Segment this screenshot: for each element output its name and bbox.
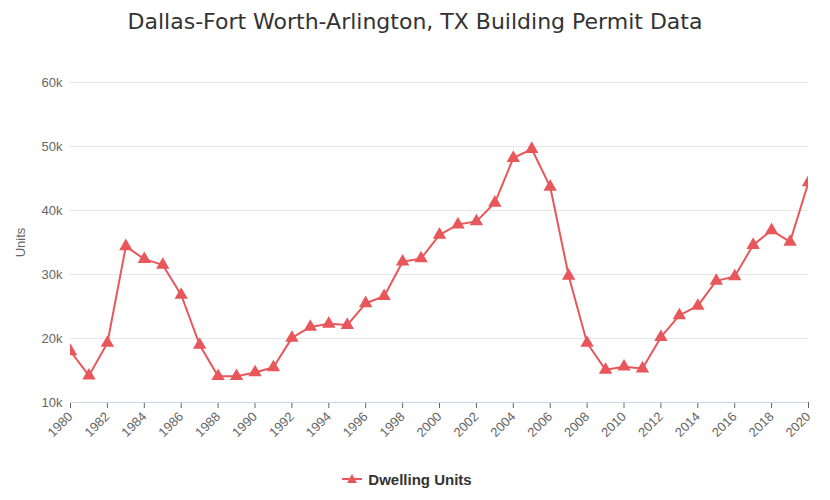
svg-text:1996: 1996 [340, 409, 371, 440]
svg-text:50k: 50k [42, 139, 63, 154]
svg-text:1980: 1980 [45, 409, 76, 440]
svg-text:2016: 2016 [709, 409, 740, 440]
html-text:Dallas-Fort Worth-Arlington, T: Dallas-Fort Worth-Arlington, TX Building… [127, 9, 703, 34]
svg-text:1998: 1998 [377, 409, 408, 440]
svg-text:Units: Units [13, 227, 28, 257]
svg-text:30k: 30k [42, 267, 63, 282]
svg-text:60k: 60k [42, 75, 63, 90]
svg-text:1982: 1982 [81, 409, 112, 440]
html-text:Dwelling Units: Dwelling Units [368, 470, 472, 488]
svg-text:2002: 2002 [450, 409, 481, 440]
svg-text:1986: 1986 [155, 409, 186, 440]
svg-text:1992: 1992 [266, 409, 297, 440]
svg-text:2012: 2012 [635, 409, 666, 440]
svg-text:2010: 2010 [598, 409, 629, 440]
svg-text:2008: 2008 [561, 409, 592, 440]
svg-text:2018: 2018 [746, 409, 777, 440]
svg-text:1994: 1994 [303, 409, 334, 440]
svg-text:2006: 2006 [524, 409, 555, 440]
svg-text:40k: 40k [42, 203, 63, 218]
svg-text:20k: 20k [42, 331, 63, 346]
svg-text:2004: 2004 [487, 409, 518, 440]
svg-text:2020: 2020 [783, 409, 814, 440]
svg-text:10k: 10k [42, 395, 63, 410]
svg-text:2000: 2000 [414, 409, 445, 440]
svg-text:1984: 1984 [118, 409, 149, 440]
svg-text:2014: 2014 [672, 409, 703, 440]
svg-text:1990: 1990 [229, 409, 260, 440]
svg-text:1988: 1988 [192, 409, 223, 440]
